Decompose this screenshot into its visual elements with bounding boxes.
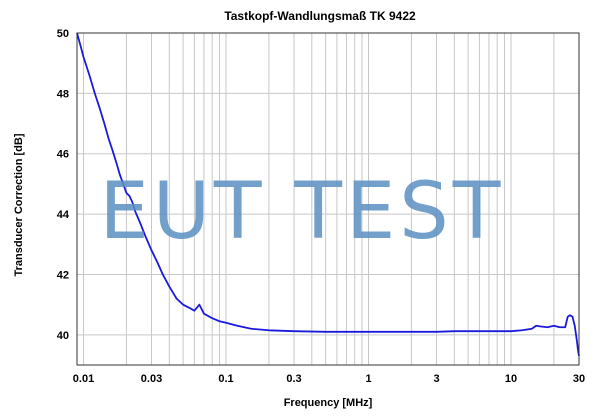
- plot-frame: [76, 32, 580, 366]
- x-tick-label: 3: [433, 373, 439, 385]
- x-tick-label: 1: [365, 373, 371, 385]
- x-tick-label: 0.01: [73, 373, 94, 385]
- y-axis-label: Transducer Correction [dB]: [13, 133, 25, 276]
- y-tick-label: 40: [57, 330, 69, 342]
- y-tick-label: 50: [57, 28, 69, 40]
- x-tick-labels: 0.01 0.03 0.1 0.3 1 3 10 30: [73, 373, 585, 385]
- x-tick-label: 30: [573, 373, 585, 385]
- y-tick-label: 46: [57, 149, 69, 161]
- x-gridlines: [83, 33, 555, 365]
- y-tick-labels: 40 42 44 46 48 50: [57, 28, 70, 342]
- x-tick-label: 0.1: [218, 373, 233, 385]
- series-group: [76, 32, 580, 357]
- chart-title: Tastkopf-Wandlungsmaß TK 9422: [224, 9, 416, 23]
- series-line: [76, 32, 580, 357]
- x-tick-label: 0.3: [286, 373, 301, 385]
- y-tick-label: 42: [57, 269, 69, 281]
- x-tick-label: 10: [505, 373, 517, 385]
- y-tick-label: 44: [57, 209, 70, 221]
- x-tick-label: 0.03: [141, 373, 162, 385]
- x-axis-label: Frequency [MHz]: [284, 397, 373, 409]
- watermark-text: EUT TEST: [100, 167, 505, 257]
- y-tick-label: 48: [57, 88, 69, 100]
